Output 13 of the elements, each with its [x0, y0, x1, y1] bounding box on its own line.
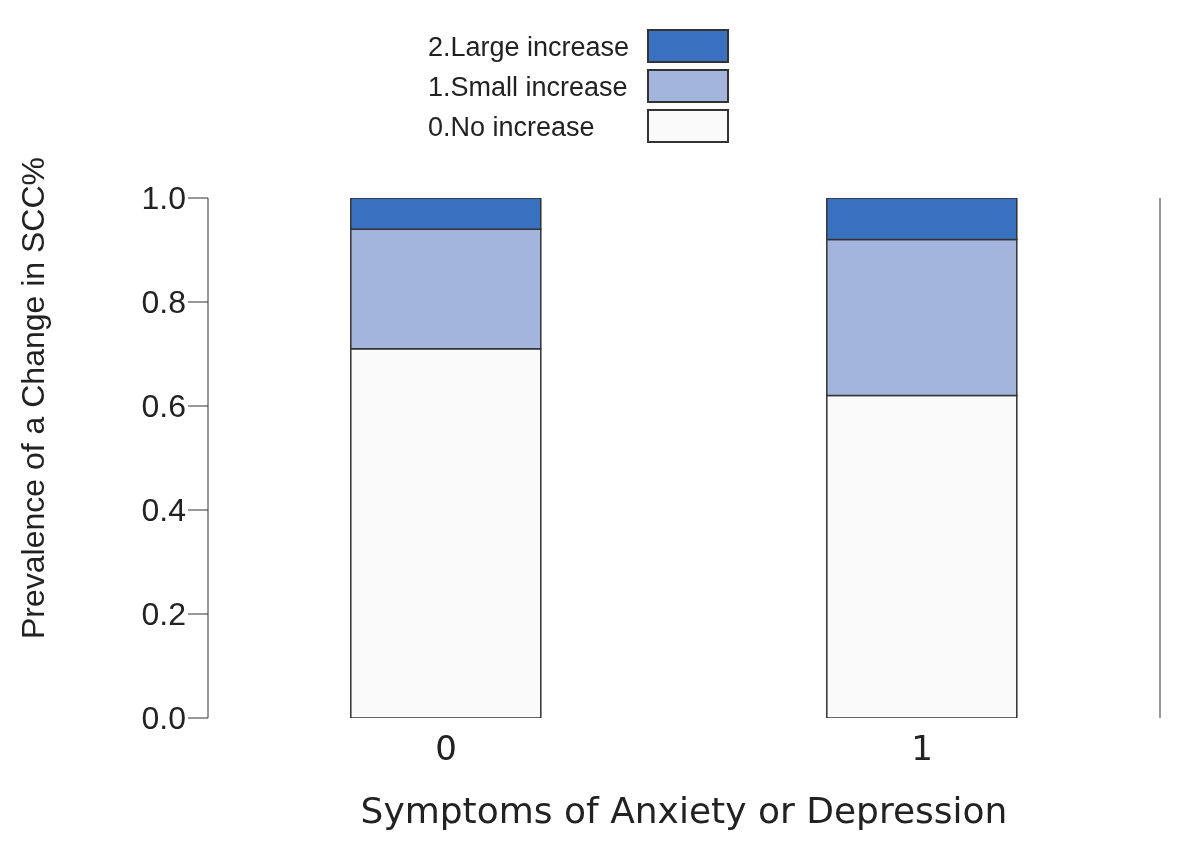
y-tick-label: 1.0 [141, 180, 186, 217]
y-tick-label: 0.6 [141, 388, 186, 425]
y-tick-label: 0.8 [141, 284, 186, 321]
legend-label: 0.No increase [428, 112, 595, 142]
y-tick-label: 0.2 [141, 596, 186, 633]
y-tick-label: 0.0 [141, 700, 186, 737]
legend-label: 2.Large increase [428, 32, 630, 62]
x-tick-label: 0 [435, 728, 457, 769]
legend-label: 1.Small increase [428, 72, 628, 102]
y-tick-label: 0.4 [141, 492, 186, 529]
y-axis-title: Prevalence of a Change in SCC% [15, 156, 51, 640]
x-axis-title: Symptoms of Anxiety or Depression [360, 790, 1008, 831]
x-tick-label: 1 [911, 728, 933, 769]
